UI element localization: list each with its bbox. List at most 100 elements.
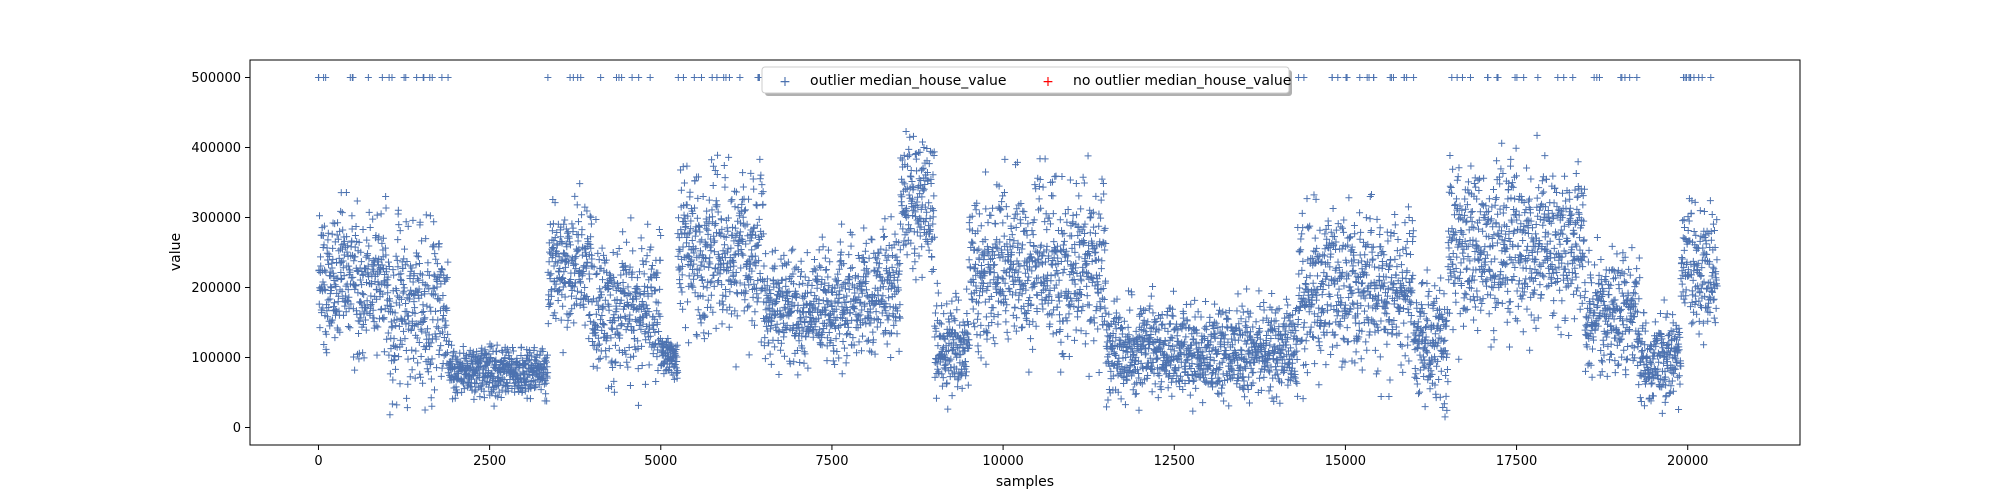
- data-point: [542, 379, 550, 387]
- data-point: [702, 225, 710, 233]
- data-point: [544, 369, 552, 377]
- data-point: [822, 266, 830, 274]
- data-point: [595, 355, 603, 363]
- data-point: [356, 276, 364, 284]
- data-point: [679, 73, 687, 81]
- data-point: [639, 313, 647, 321]
- data-point: [693, 332, 701, 340]
- data-point: [623, 298, 631, 306]
- data-point: [402, 73, 410, 81]
- data-point: [817, 263, 825, 271]
- data-point: [553, 241, 561, 249]
- data-point: [362, 326, 370, 334]
- data-point: [730, 262, 738, 270]
- data-point: [460, 375, 468, 383]
- data-point: [395, 221, 403, 229]
- data-point: [696, 247, 704, 255]
- data-point: [581, 203, 589, 211]
- data-point: [401, 335, 409, 343]
- data-point: [785, 298, 793, 306]
- data-point: [689, 209, 697, 217]
- data-point: [386, 370, 394, 378]
- data-point: [626, 263, 634, 271]
- data-point: [317, 262, 325, 270]
- data-point: [673, 353, 681, 361]
- data-point: [569, 224, 577, 232]
- data-point: [801, 319, 809, 327]
- data-point: [672, 345, 680, 353]
- data-point: [405, 319, 413, 327]
- data-point: [673, 341, 681, 349]
- data-point: [364, 73, 372, 81]
- data-point: [797, 313, 805, 321]
- data-point: [739, 251, 747, 259]
- data-point: [636, 291, 644, 299]
- data-point: [372, 322, 380, 330]
- data-point: [439, 291, 447, 299]
- data-point: [393, 401, 401, 409]
- data-point: [624, 363, 632, 371]
- data-point: [539, 348, 547, 356]
- data-point: [645, 308, 653, 316]
- data-point: [724, 214, 732, 222]
- data-point: [653, 273, 661, 281]
- data-point: [401, 316, 409, 324]
- data-point: [372, 231, 380, 239]
- data-point: [753, 202, 761, 210]
- data-point: [691, 204, 699, 212]
- data-point: [639, 320, 647, 328]
- data-point: [706, 213, 714, 221]
- data-point: [440, 312, 448, 320]
- data-point: [593, 364, 601, 372]
- data-point: [701, 312, 709, 320]
- data-point: [709, 162, 717, 170]
- data-point: [799, 308, 807, 316]
- data-point: [368, 298, 376, 306]
- data-point: [599, 320, 607, 328]
- data-point: [403, 258, 411, 266]
- data-point: [404, 355, 412, 363]
- data-point: [559, 275, 567, 283]
- data-point: [749, 224, 757, 232]
- data-point: [353, 197, 361, 205]
- data-point: [812, 266, 820, 274]
- data-point: [444, 330, 452, 338]
- data-point: [742, 240, 750, 248]
- data-point: [719, 247, 727, 255]
- data-point: [443, 274, 451, 282]
- data-point: [688, 282, 696, 290]
- data-point: [432, 307, 440, 315]
- data-point: [472, 379, 480, 387]
- data-point: [363, 308, 371, 316]
- data-point: [825, 282, 833, 290]
- data-point: [682, 223, 690, 231]
- data-point: [380, 348, 388, 356]
- data-point: [339, 257, 347, 265]
- data-point: [650, 321, 658, 329]
- data-point: [596, 285, 604, 293]
- data-point: [381, 244, 389, 252]
- data-point: [701, 221, 709, 229]
- data-point: [385, 258, 392, 266]
- data-point: [589, 362, 597, 370]
- data-point: [342, 308, 350, 316]
- data-point: [732, 233, 740, 241]
- data-point: [600, 321, 608, 329]
- data-point: [323, 349, 331, 357]
- data-point: [352, 282, 360, 290]
- data-point: [407, 286, 415, 294]
- data-point: [678, 230, 686, 238]
- data-point: [396, 227, 404, 235]
- data-point: [788, 247, 796, 255]
- data-point: [762, 250, 770, 258]
- data-point: [606, 270, 614, 278]
- data-point: [485, 350, 493, 358]
- data-point: [690, 249, 698, 257]
- data-point: [793, 347, 801, 355]
- data-point: [384, 281, 392, 289]
- data-point: [743, 220, 751, 228]
- data-point: [685, 339, 693, 347]
- data-point: [652, 377, 660, 385]
- data-point: [498, 386, 506, 394]
- data-point: [597, 73, 605, 81]
